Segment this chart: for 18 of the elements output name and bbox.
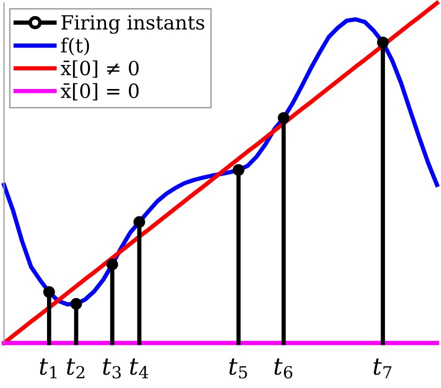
point (377, 36, 389, 48)
point (43, 286, 55, 298)
point (133, 216, 146, 228)
x-tick-label: t$_{1}$ (40, 358, 56, 378)
legend-label: f(t) (61, 38, 90, 56)
legend-label: x̄[0] = 0 (60, 83, 139, 100)
legend-label: x̄[0] ≠ 0 (60, 60, 139, 78)
point (278, 112, 290, 124)
x-tick-label: t$_{7}$ (374, 358, 392, 378)
point (232, 164, 244, 176)
x-tick-label: t$_{6}$ (274, 358, 292, 379)
x-tick-label: t$_{2}$ (66, 358, 84, 378)
point (106, 258, 118, 270)
x-tick-label: t$_{3}$ (103, 358, 121, 379)
point (70, 298, 82, 310)
legend-label: Firing instants (61, 15, 204, 34)
x-tick-label: t$_{4}$ (130, 358, 148, 378)
x-tick-label: t$_{5}$ (229, 358, 247, 379)
